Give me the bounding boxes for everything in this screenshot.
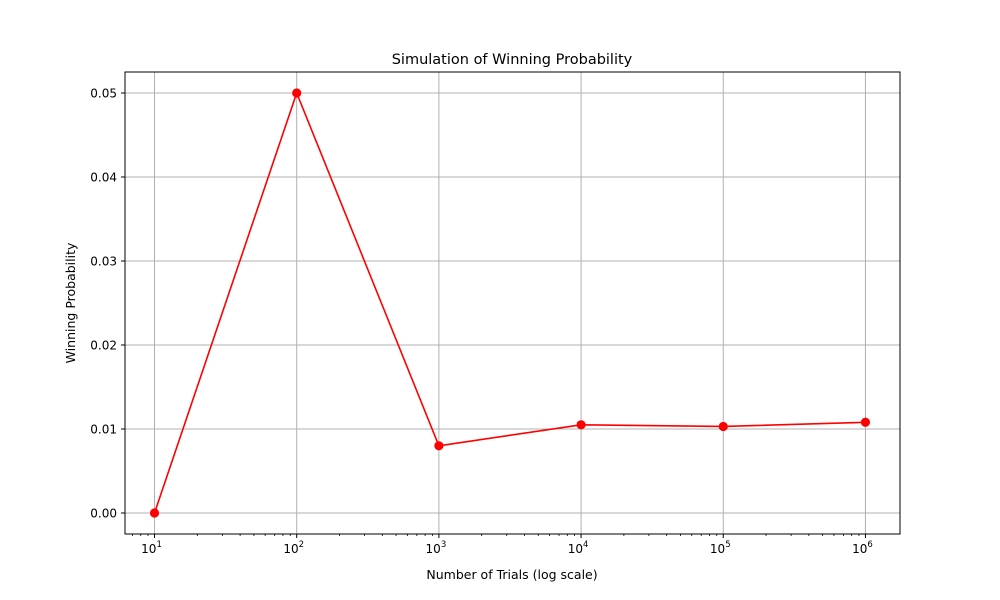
x-tick-label-exponent: 5 [725,540,730,550]
series-layer [149,88,871,518]
x-tick-label: 101 [141,540,162,556]
data-point [434,441,444,451]
minor-ticks [132,534,860,536]
data-point [149,508,160,518]
y-tick-label: 0.02 [90,339,117,353]
plot-area-frame [124,71,901,535]
data-point [576,420,586,430]
x-tick-label: 105 [710,540,731,556]
y-tick-label: 0.04 [90,171,117,185]
x-tick-label: 106 [852,540,873,556]
x-tick-label-base: 10 [141,542,156,556]
x-tick-label-exponent: 2 [299,540,304,550]
x-tick-label-base: 10 [426,542,441,556]
x-tick-label: 103 [426,540,447,556]
data-point [292,88,302,98]
x-tick-label-exponent: 1 [156,540,161,550]
series-line [153,92,866,514]
x-tick-label-exponent: 4 [583,540,588,550]
y-axis-label: Winning Probability [63,242,78,363]
data-point [718,421,728,432]
x-tick-label: 102 [283,540,304,556]
data-point [860,417,871,427]
y-axis-ticks: 0.00 0.01 0.02 0.03 0.04 0.05 [90,87,125,521]
y-tick-label: 0.05 [90,87,117,101]
x-tick-label-exponent: 3 [441,540,446,550]
x-tick-label: 104 [568,540,589,556]
x-tick-label-base: 10 [283,542,298,556]
x-tick-label-exponent: 6 [867,540,872,550]
x-axis-ticks: 101 102 103 104 105 106 [141,534,873,556]
y-tick-label: 0.00 [90,507,117,521]
x-tick-label-base: 10 [852,542,867,556]
x-axis-label: Number of Trials (log scale) [426,567,597,582]
x-tick-label-base: 10 [710,542,725,556]
y-tick-label: 0.03 [90,255,117,269]
grid [125,72,900,534]
chart-title: Simulation of Winning Probability [392,52,633,68]
x-tick-label-base: 10 [568,542,583,556]
y-tick-label: 0.01 [90,423,117,437]
